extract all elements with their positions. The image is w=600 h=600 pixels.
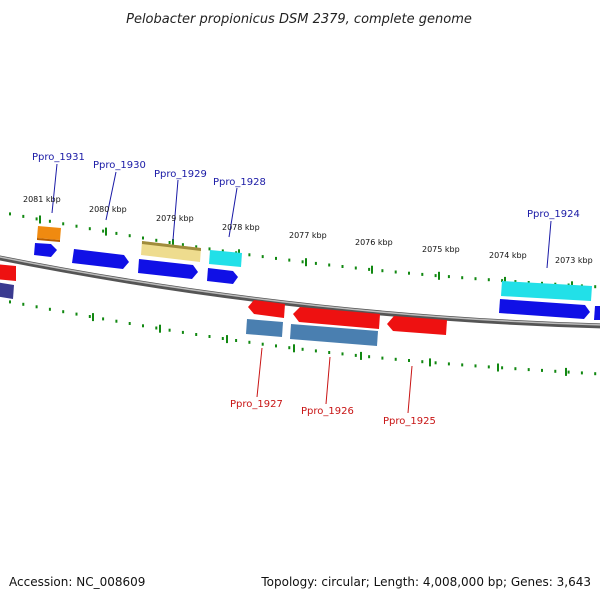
leader-ppro-1927 [256, 347, 263, 398]
gene-feature-blue-1931[interactable] [34, 243, 57, 257]
scale-label: 2078 kbp [222, 223, 260, 232]
gene-label[interactable]: Ppro_1930 [93, 160, 146, 171]
gene-label[interactable]: Ppro_1924 [527, 209, 580, 220]
inner-tick-track [9, 300, 597, 376]
gene-label[interactable]: Ppro_1925 [383, 416, 436, 427]
gene-feature-navy-left[interactable] [0, 282, 14, 299]
scale-label: 2077 kbp [289, 231, 327, 240]
label-leader-lines [51, 163, 552, 414]
leader-ppro-1924 [546, 220, 552, 269]
scale-label: 2081 kbp [23, 195, 61, 204]
gene-label[interactable]: Ppro_1927 [230, 399, 283, 410]
gene-features-top [0, 226, 600, 320]
gene-feature-blue-1929[interactable] [138, 259, 198, 279]
gene-label[interactable]: Ppro_1928 [213, 177, 266, 188]
gene-feature-steel-1927[interactable] [246, 319, 283, 337]
gene-feature-red-1927[interactable] [248, 300, 285, 318]
scale-label: 2076 kbp [355, 238, 393, 247]
leader-ppro-1925 [407, 365, 413, 414]
gene-feature-blue-1928[interactable] [207, 268, 238, 284]
scale-label: 2079 kbp [156, 214, 194, 223]
gene-feature-red-1925[interactable] [387, 316, 447, 335]
genome-backbone-highlight [0, 256, 600, 326]
gene-feature-red-left[interactable] [0, 264, 16, 281]
leader-ppro-1931 [51, 163, 58, 214]
leader-ppro-1926 [325, 356, 331, 405]
leader-ppro-1928 [228, 187, 238, 238]
gene-feature-blue-1924[interactable] [499, 299, 590, 319]
gene-feature-cyan-1924[interactable] [501, 281, 592, 301]
gene-label[interactable]: Ppro_1929 [154, 169, 207, 180]
scale-label: 2075 kbp [422, 245, 460, 254]
genome-backbone [0, 255, 600, 329]
gene-labels: Ppro_1931 Ppro_1930 Ppro_1929 Ppro_1928 Ppro… [32, 152, 580, 427]
gene-feature-blue-edge-right[interactable] [594, 306, 600, 320]
gene-feature-cyan-1928[interactable] [209, 250, 242, 267]
gene-feature-khaki-edge [142, 241, 201, 251]
gene-label[interactable]: Ppro_1931 [32, 152, 85, 163]
scale-labels: 2081 kbp 2080 kbp 2079 kbp 2078 kbp 2077 kbp… [23, 195, 593, 265]
gene-feature-red-1926[interactable] [293, 307, 380, 329]
gene-feature-orange-shade [37, 238, 60, 242]
leader-ppro-1929 [172, 179, 179, 241]
scale-label: 2073 kbp [555, 256, 593, 265]
map-title: Pelobacter propionicus DSM 2379, complet… [126, 12, 472, 27]
scale-label: 2080 kbp [89, 205, 127, 214]
scale-label: 2074 kbp [489, 251, 527, 260]
gene-feature-orange[interactable] [37, 226, 61, 240]
gene-label[interactable]: Ppro_1926 [301, 406, 354, 417]
gene-feature-steel-1926[interactable] [290, 324, 378, 346]
gene-feature-blue-1930[interactable] [72, 249, 129, 269]
leader-ppro-1930 [105, 171, 117, 221]
gene-features-bottom [246, 300, 447, 346]
genome-summary-text: Topology: circular; Length: 4,008,000 bp… [260, 575, 591, 589]
accession-text: Accession: NC_008609 [9, 575, 145, 589]
